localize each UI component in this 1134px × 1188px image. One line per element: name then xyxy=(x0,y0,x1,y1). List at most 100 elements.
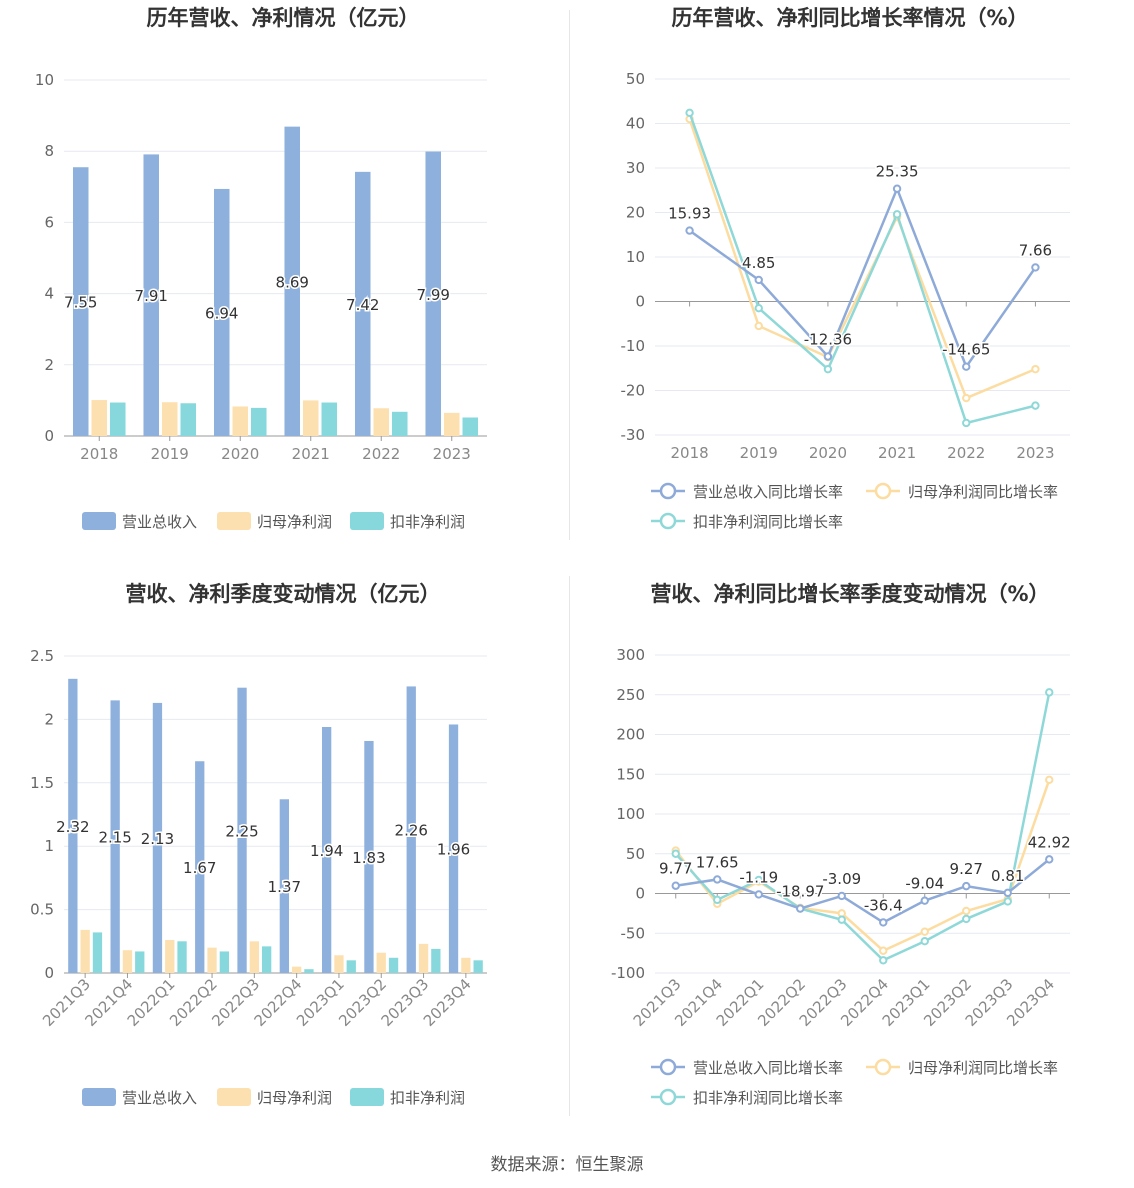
y-tick-label: 50 xyxy=(626,845,645,863)
bar xyxy=(92,932,103,973)
legend-swatch xyxy=(217,1088,251,1106)
x-tick-label: 2018 xyxy=(80,445,118,463)
bar-value-label: 1.94 xyxy=(310,842,343,860)
legend-label: 扣非净利润 xyxy=(390,1089,465,1107)
series-line xyxy=(688,118,1036,400)
bar xyxy=(237,687,247,973)
bar-value-label: 2.15 xyxy=(98,829,131,847)
series-point xyxy=(1031,263,1040,272)
x-tick-label: 2023 xyxy=(1016,444,1054,462)
legend-marker xyxy=(659,1058,677,1076)
series-point xyxy=(1031,364,1040,374)
y-tick-label: 300 xyxy=(616,646,645,664)
bar-value-label: 1.83 xyxy=(352,849,385,867)
series-line xyxy=(675,858,1051,924)
point-value-label: -1.19 xyxy=(739,868,778,886)
point-value-label: 15.93 xyxy=(668,205,711,223)
legend-label: 营业总收入同比增长率 xyxy=(693,483,843,501)
data-source: 数据来源：恒生聚源 xyxy=(490,1155,644,1175)
y-tick-label: 8 xyxy=(44,142,54,160)
point-value-label: -14.65 xyxy=(942,341,990,359)
bar xyxy=(406,686,416,973)
chart-svg: 历年营收、净利情况（亿元） 0 2 4 6 8 10 2018 2019 2020 2021 2022… xyxy=(35,6,487,531)
series-line xyxy=(688,185,1037,370)
bar-value-label: 1.96 xyxy=(437,841,470,859)
y-tick-label: 250 xyxy=(616,686,645,704)
bar-value-label: 7.91 xyxy=(135,287,168,305)
legend-swatch xyxy=(82,1088,116,1106)
point-value-label: -9.04 xyxy=(905,875,944,893)
legend-label: 归母净利润同比增长率 xyxy=(908,483,1058,501)
bar xyxy=(443,412,460,436)
bar xyxy=(418,943,429,973)
bar xyxy=(177,941,187,973)
legend-marker xyxy=(874,1058,892,1076)
bar-value-label: 1.67 xyxy=(183,859,216,877)
point-value-label: 7.66 xyxy=(1019,241,1052,259)
y-tick-label: -100 xyxy=(611,964,645,982)
legend-swatch xyxy=(217,512,251,530)
series-point xyxy=(754,890,763,899)
bar xyxy=(388,957,399,973)
bar xyxy=(461,957,471,973)
series-point xyxy=(892,210,902,219)
point-value-label: 4.85 xyxy=(742,254,775,272)
legend-swatch xyxy=(350,1088,384,1106)
bar xyxy=(279,799,289,973)
bar-value-label: 6.94 xyxy=(205,304,238,322)
series-point xyxy=(1045,688,1054,697)
legend-swatch xyxy=(82,512,116,530)
bar xyxy=(462,417,479,436)
point-value-label: 0.81 xyxy=(991,867,1024,885)
bar xyxy=(213,188,230,436)
series-point xyxy=(1003,897,1012,906)
point-value-label: 42.92 xyxy=(1028,833,1071,851)
legend-label: 扣非净利润同比增长率 xyxy=(693,513,843,531)
y-tick-label: 150 xyxy=(616,765,645,783)
legend-label: 归母净利润 xyxy=(257,1089,332,1107)
bar xyxy=(473,960,483,973)
series-point xyxy=(823,364,833,374)
series-point xyxy=(713,895,722,905)
series-point xyxy=(920,937,929,946)
annual-revenue-profit-chart: 历年营收、净利情况（亿元） 0 2 4 6 8 10 2018 2019 2020 2021 2022… xyxy=(0,0,567,570)
series-point xyxy=(1045,775,1054,785)
bar xyxy=(80,929,90,973)
x-tick-label: 2023Q4 xyxy=(420,975,475,1030)
y-tick-label: 30 xyxy=(626,159,645,177)
series-line xyxy=(688,112,1036,425)
series-point xyxy=(892,184,902,193)
quarterly-revenue-profit-chart: 营收、净利季度变动情况（亿元） 0 0.5 1 1.5 2 2.5 2021Q3 2021Q4 2… xyxy=(0,576,567,1146)
bar xyxy=(110,700,120,973)
bar xyxy=(161,402,178,436)
bar-value-label: 7.42 xyxy=(346,296,379,314)
x-tick-label: 2021 xyxy=(878,444,916,462)
bar-value-label: 7.99 xyxy=(417,286,450,304)
bar xyxy=(334,955,344,973)
legend-label: 营业总收入 xyxy=(122,513,197,531)
series-point xyxy=(685,226,694,235)
point-value-label: 9.27 xyxy=(950,860,983,878)
top-divider xyxy=(569,10,570,540)
series-point xyxy=(879,946,888,955)
y-tick-label: 0.5 xyxy=(30,901,54,919)
y-tick-label: 100 xyxy=(616,805,645,823)
series-point xyxy=(671,849,680,858)
chart-svg: 营收、净利同比增长率季度变动情况（%） -100 -50 0 50 100 150 200 25… xyxy=(611,582,1072,1107)
bar xyxy=(304,969,314,973)
legend-label: 营业总收入同比增长率 xyxy=(693,1059,843,1077)
point-value-label: -36.4 xyxy=(864,896,903,914)
bar xyxy=(425,151,441,436)
legend-label: 营业总收入 xyxy=(122,1089,197,1107)
series-point xyxy=(962,914,971,924)
bar xyxy=(219,951,230,973)
bar xyxy=(91,400,108,436)
bar xyxy=(376,952,386,973)
chart-title: 历年营收、净利同比增长率情况（%） xyxy=(671,6,1028,30)
series-point xyxy=(1045,855,1054,864)
bar xyxy=(346,960,356,973)
y-tick-label: 10 xyxy=(35,71,54,89)
series-point xyxy=(962,906,971,916)
bar-value-label: 2.32 xyxy=(56,818,89,836)
bar-value-label: 8.69 xyxy=(276,273,309,291)
